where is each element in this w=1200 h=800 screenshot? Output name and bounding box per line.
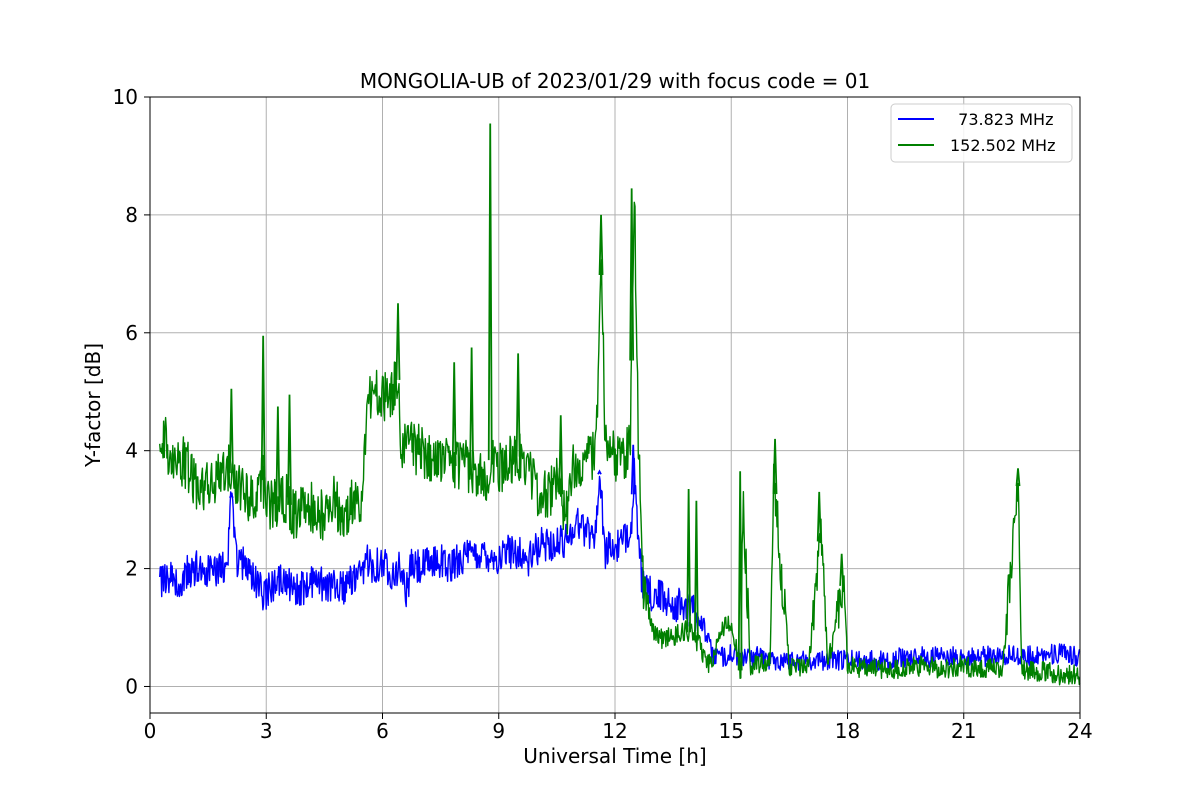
y-axis-label: Y-factor [dB] <box>81 343 105 468</box>
spike-mark <box>229 492 234 499</box>
x-tick-label: 21 <box>951 719 976 743</box>
spike-mark <box>287 394 292 505</box>
y-tick-label: 2 <box>125 557 138 581</box>
spike-mark <box>598 214 604 276</box>
legend-box <box>890 103 1073 163</box>
legend-label-152mhz: 152.502 MHz <box>950 136 1055 155</box>
spike-mark <box>1015 468 1021 487</box>
spike-mark <box>772 438 778 495</box>
y-tick-label: 6 <box>125 321 138 345</box>
spike-mark <box>629 188 635 361</box>
spike-mark <box>558 415 564 495</box>
spike-mark <box>630 444 636 495</box>
series-73-823-mhz <box>159 457 1081 671</box>
y-tick-label: 8 <box>125 203 138 227</box>
spike-mark <box>597 469 602 475</box>
y-tick-label: 10 <box>113 85 138 109</box>
legend: 73.823 MHz 152.502 MHz <box>890 103 1073 163</box>
x-tick-label: 18 <box>835 719 860 743</box>
x-tick-label: 15 <box>719 719 744 743</box>
x-tick-label: 0 <box>144 719 157 743</box>
y-tick-label: 4 <box>125 439 138 463</box>
spike-mark <box>816 491 822 542</box>
spike-mark <box>451 362 457 467</box>
spike-mark <box>487 123 493 461</box>
legend-label-73mhz: 73.823 MHz <box>948 110 1053 129</box>
spike-mark <box>515 353 521 457</box>
x-tick-label: 24 <box>1067 719 1092 743</box>
spike-mark <box>839 553 845 586</box>
spike-mark <box>693 500 699 641</box>
spike-mark <box>737 471 743 671</box>
series-layer <box>159 123 1081 686</box>
x-tick-label: 3 <box>260 719 273 743</box>
spike-mark <box>275 406 281 503</box>
x-tick-label: 6 <box>376 719 389 743</box>
spike-mark <box>469 347 475 469</box>
spike-mark <box>260 335 266 481</box>
spike-mark <box>228 388 234 474</box>
chart-title: MONGOLIA-UB of 2023/01/29 with focus cod… <box>360 69 870 93</box>
x-tick-label: 12 <box>602 719 627 743</box>
y-tick-label: 0 <box>125 674 138 698</box>
x-tick-label: 9 <box>492 719 505 743</box>
spike-mark <box>395 303 401 380</box>
series-152-502-mhz <box>159 201 1081 686</box>
x-axis-label: Universal Time [h] <box>523 744 706 768</box>
spike-mark <box>686 488 692 633</box>
